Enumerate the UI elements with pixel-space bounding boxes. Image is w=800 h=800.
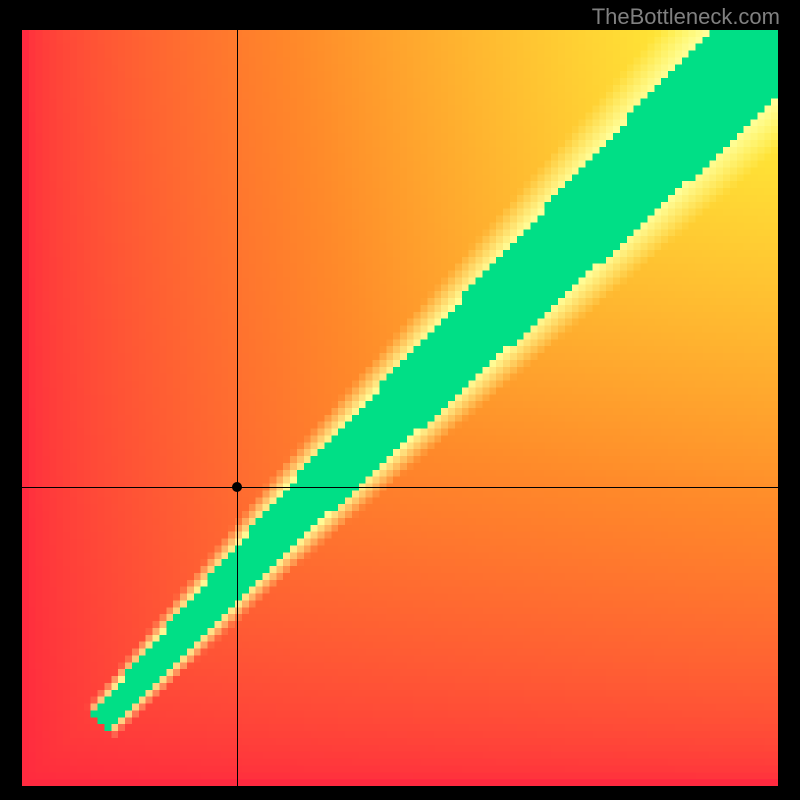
crosshair-vertical — [237, 30, 238, 786]
watermark-text: TheBottleneck.com — [592, 4, 780, 30]
heatmap-canvas — [22, 30, 778, 786]
crosshair-horizontal — [22, 487, 778, 488]
crosshair-marker — [232, 482, 242, 492]
heatmap-plot — [22, 30, 778, 786]
